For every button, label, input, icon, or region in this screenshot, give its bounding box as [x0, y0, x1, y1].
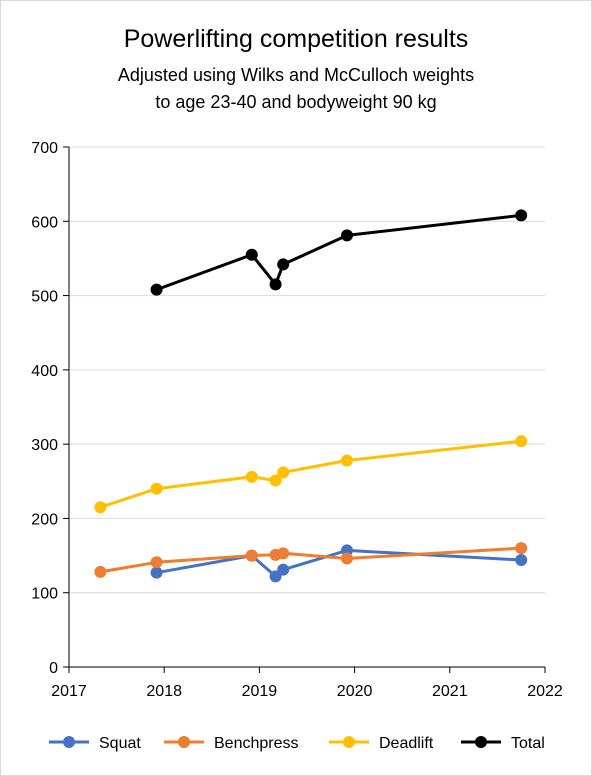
x-tick-label-2017: 2017	[51, 683, 87, 700]
legend-marker-squat	[63, 736, 75, 748]
data-point-total-1	[245, 248, 258, 261]
data-point-benchpress-4	[277, 547, 290, 560]
x-tick-label-2019: 2019	[242, 683, 278, 700]
series-line-squat	[156, 548, 522, 578]
legend-label-deadlift: Deadlift	[379, 735, 434, 752]
y-tick-label-700: 700	[31, 140, 58, 157]
data-point-total-4	[340, 229, 353, 242]
y-tick-label-300: 300	[31, 437, 58, 454]
legend-marker-benchpress	[178, 736, 190, 748]
x-tick-label-2021: 2021	[432, 683, 468, 700]
x-tick-labels: 2017 2018 2019 2020 2021 2022	[51, 683, 563, 700]
data-point-total-2	[269, 278, 282, 291]
data-point-deadlift-0	[94, 501, 107, 514]
data-point-deadlift-2	[245, 470, 258, 483]
data-point-benchpress-5	[340, 552, 353, 565]
y-tick-label-100: 100	[31, 586, 58, 603]
series-line-deadlift	[99, 439, 522, 509]
legend-marker-total	[475, 736, 487, 748]
axes	[63, 146, 546, 673]
x-tick-label-2022: 2022	[527, 683, 563, 700]
y-tick-label-600: 600	[31, 214, 58, 231]
series-group	[94, 209, 528, 583]
data-point-squat-5	[515, 554, 528, 567]
y-tick-label-500: 500	[31, 289, 58, 306]
chart-subtitle-line-1: Adjusted using Wilks and McCulloch weigh…	[117, 65, 475, 85]
y-tick-labels: 0 100 200 300 400 500 600 700	[31, 140, 58, 677]
data-point-deadlift-3	[269, 474, 282, 487]
gridlines	[69, 146, 545, 594]
data-point-deadlift-4	[277, 466, 290, 479]
data-point-squat-3	[277, 563, 290, 576]
legend-label-squat: Squat	[99, 735, 141, 752]
chart-subtitle-line-2: to age 23-40 and bodyweight 90 kg	[155, 92, 437, 112]
legend: Squat Benchpress Deadlift Total	[49, 735, 545, 752]
legend-label-benchpress: Benchpress	[214, 735, 299, 752]
legend-label-total: Total	[511, 735, 545, 752]
y-tick-label-0: 0	[49, 660, 58, 677]
x-tick-label-2020: 2020	[337, 683, 373, 700]
x-tick-label-2018: 2018	[146, 683, 182, 700]
data-point-deadlift-6	[515, 435, 528, 448]
data-point-deadlift-5	[340, 454, 353, 467]
data-point-benchpress-2	[245, 549, 258, 562]
data-point-benchpress-1	[150, 556, 163, 569]
data-point-total-3	[277, 258, 290, 271]
series-line-total	[156, 213, 522, 292]
y-tick-label-200: 200	[31, 511, 58, 528]
data-point-total-5	[515, 209, 528, 222]
data-point-benchpress-6	[515, 542, 528, 555]
data-point-benchpress-0	[94, 565, 107, 578]
legend-marker-deadlift	[343, 736, 355, 748]
y-tick-label-400: 400	[31, 363, 58, 380]
data-point-squat-0	[150, 566, 163, 579]
data-point-total-0	[150, 283, 163, 296]
chart-title: Powerlifting competition results	[123, 25, 469, 53]
data-point-deadlift-1	[150, 482, 163, 495]
